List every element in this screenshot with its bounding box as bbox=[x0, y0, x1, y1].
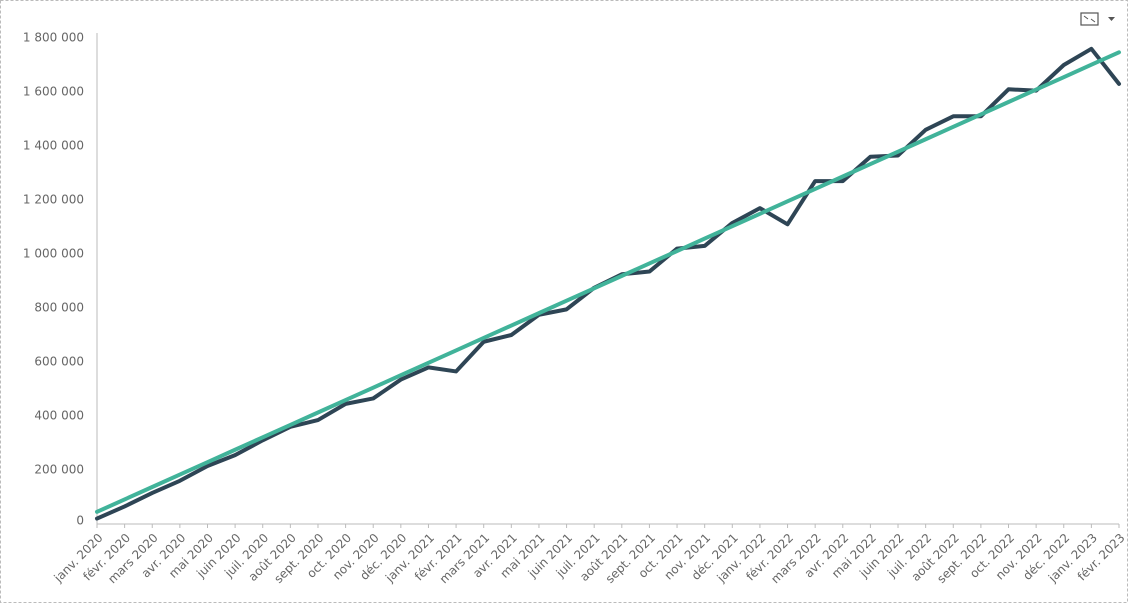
y-tick-label: 600 000 bbox=[34, 355, 84, 369]
series-line bbox=[95, 50, 1121, 514]
y-tick-label: 1 800 000 bbox=[23, 31, 84, 45]
expand-box bbox=[1080, 12, 1099, 26]
y-tick-label: 1 600 000 bbox=[23, 85, 84, 99]
menu-arrow[interactable] bbox=[1108, 17, 1115, 21]
y-tick-label: 1 200 000 bbox=[23, 193, 84, 207]
y-tick-label: 800 000 bbox=[34, 301, 84, 315]
y-tick-label: 1 400 000 bbox=[23, 139, 84, 153]
y-tick-label: 1 000 000 bbox=[23, 247, 84, 261]
expand-icon[interactable] bbox=[1080, 12, 1099, 26]
y-tick-label: 200 000 bbox=[34, 463, 84, 477]
y-tick-label: 0 bbox=[76, 514, 84, 528]
expand-arrows bbox=[1083, 15, 1096, 23]
y-tick-label: 400 000 bbox=[34, 409, 84, 423]
